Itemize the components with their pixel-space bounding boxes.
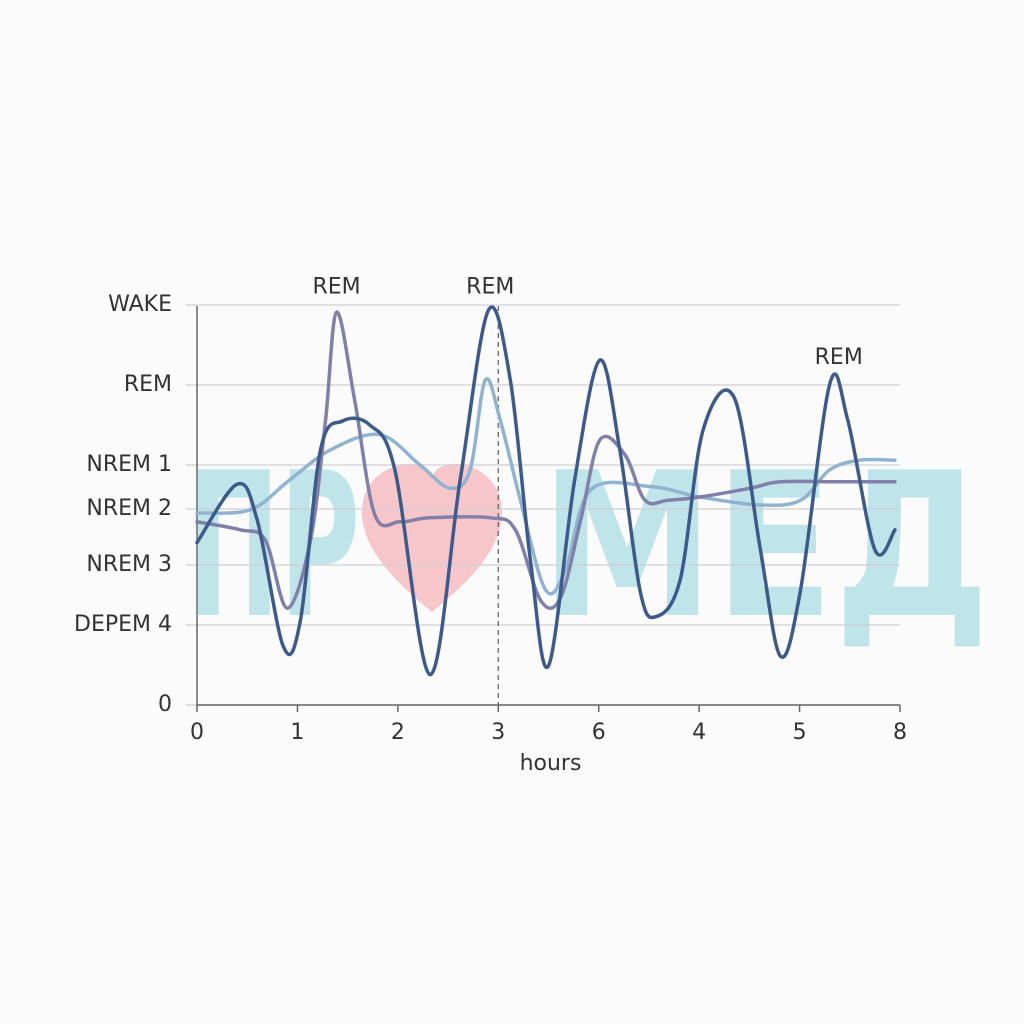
x-tick-label: 6 <box>592 720 606 745</box>
annotation: REM <box>466 274 514 299</box>
x-tick-label: 4 <box>692 720 706 745</box>
y-tick-label: DEPEM 4 <box>74 612 172 637</box>
x-tick-label: 8 <box>893 720 907 745</box>
watermark-text: МЕД <box>540 430 990 663</box>
y-tick-label: REM <box>124 372 172 397</box>
annotation: REM <box>313 274 361 299</box>
watermark-text: ПР <box>188 430 360 663</box>
y-tick-label: 0 <box>158 692 172 717</box>
watermark-heart <box>362 464 502 612</box>
series-line <box>195 376 897 596</box>
x-axis-label: hours <box>520 751 582 776</box>
plot-area: WAKE REM NREM 1 NREM 2 NREM 3 DEPEM 4 00 1 2 3 6 4 5… <box>74 274 907 776</box>
series-line <box>195 305 897 677</box>
y-tick-label: NREM 2 <box>86 496 172 521</box>
x-tick-label: 2 <box>391 720 405 745</box>
y-tick-label: NREM 1 <box>86 452 172 477</box>
watermark: ПР МЕД <box>188 430 990 663</box>
y-tick-label: NREM 3 <box>86 552 172 577</box>
x-tick-label: 3 <box>491 720 505 745</box>
x-tick-label: 0 <box>190 720 204 745</box>
x-tick-label: 1 <box>290 720 304 745</box>
x-tick-label: 5 <box>793 720 807 745</box>
y-tick-label: WAKE <box>108 292 172 317</box>
annotation: REM <box>815 345 863 370</box>
